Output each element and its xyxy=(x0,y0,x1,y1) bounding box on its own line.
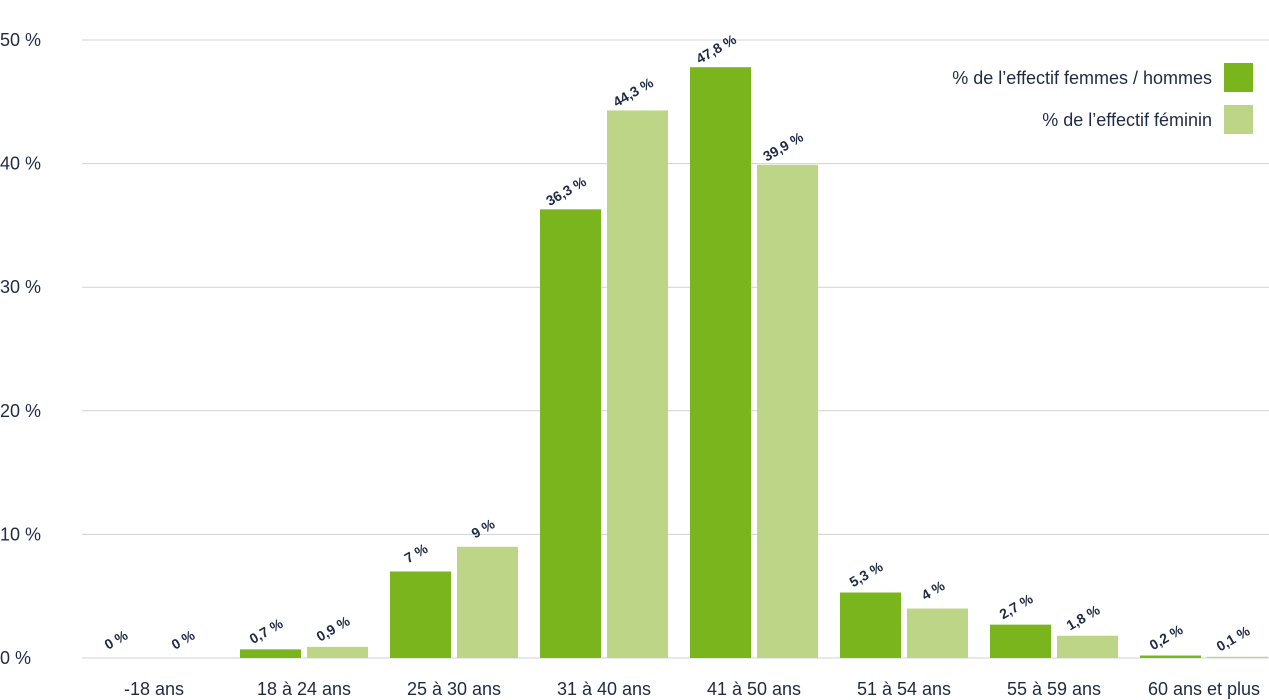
x-category-label: 18 à 24 ans xyxy=(257,679,351,699)
x-category-label: 25 à 30 ans xyxy=(407,679,501,699)
data-label: 9 % xyxy=(469,515,498,541)
data-label: 7 % xyxy=(402,540,431,566)
legend-swatch xyxy=(1224,105,1253,134)
data-label: 0,1 % xyxy=(1213,622,1252,654)
bar-feminin xyxy=(457,546,518,658)
data-label: 0,9 % xyxy=(313,612,352,644)
bars xyxy=(240,67,1268,658)
data-label: 0 % xyxy=(169,626,198,652)
gridlines xyxy=(82,39,1269,659)
x-category-label: 60 ans et plus xyxy=(1148,679,1260,699)
bar-femmes-hommes xyxy=(990,624,1051,658)
bar-feminin xyxy=(1207,656,1268,658)
x-category-label: 51 à 54 ans xyxy=(857,679,951,699)
y-tick-label: 30 % xyxy=(0,277,41,297)
bar-femmes-hommes xyxy=(840,592,901,658)
y-axis-ticks: 0 % 10 % 20 % 30 % 40 % 50 % xyxy=(0,30,41,668)
data-label: 44,3 % xyxy=(610,74,656,110)
bar-femmes-hommes xyxy=(540,209,601,658)
y-tick-label: 0 % xyxy=(0,648,31,668)
y-tick-label: 50 % xyxy=(0,30,41,50)
bar-femmes-hommes xyxy=(240,649,301,658)
data-label: 0,7 % xyxy=(246,615,285,647)
x-category-label: -18 ans xyxy=(124,679,184,699)
legend: % de l’effectif femmes / hommes % de l’ef… xyxy=(952,63,1253,134)
x-category-label: 55 à 59 ans xyxy=(1007,679,1101,699)
y-tick-label: 20 % xyxy=(0,401,41,421)
bar-feminin xyxy=(757,164,818,658)
data-label: 2,7 % xyxy=(996,590,1035,622)
legend-label: % de l’effectif femmes / hommes xyxy=(952,68,1212,88)
x-category-label: 41 à 50 ans xyxy=(707,679,801,699)
bar-feminin xyxy=(607,110,668,658)
x-axis-categories: -18 ans 18 à 24 ans 25 à 30 ans 31 à 40 ans… xyxy=(124,679,1260,699)
data-label: 39,9 % xyxy=(760,128,806,164)
bar-feminin xyxy=(907,608,968,658)
bar-feminin xyxy=(307,646,368,658)
bar-femmes-hommes xyxy=(390,571,451,658)
legend-swatch xyxy=(1224,63,1253,92)
data-label: 36,3 % xyxy=(543,173,589,209)
x-category-label: 31 à 40 ans xyxy=(557,679,651,699)
bar-femmes-hommes xyxy=(690,67,751,658)
data-label: 1,8 % xyxy=(1063,601,1102,633)
data-label: 5,3 % xyxy=(846,558,885,590)
y-tick-label: 40 % xyxy=(0,154,41,174)
bar-femmes-hommes xyxy=(1140,655,1201,658)
legend-label: % de l’effectif féminin xyxy=(1042,110,1212,130)
bar-feminin xyxy=(1057,635,1118,658)
data-label: 47,8 % xyxy=(693,31,739,67)
data-label: 0,2 % xyxy=(1146,621,1185,653)
y-tick-label: 10 % xyxy=(0,524,41,544)
data-label: 0 % xyxy=(102,626,131,652)
data-label: 4 % xyxy=(919,577,948,603)
